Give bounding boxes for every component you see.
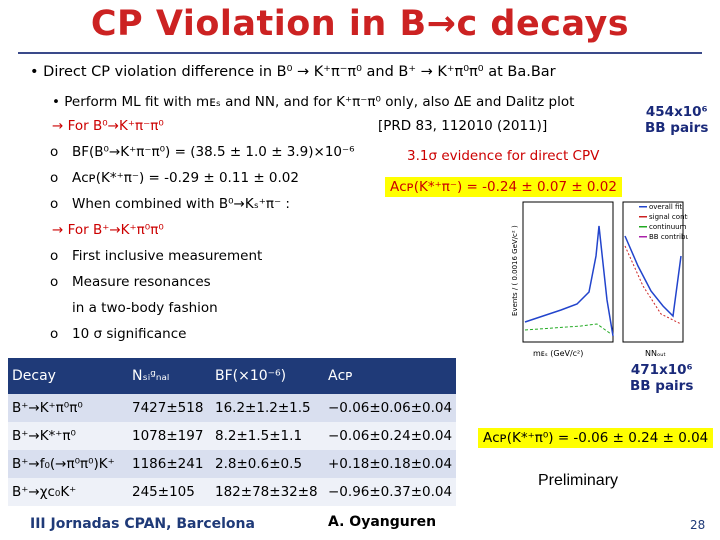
cell-nsignal: 1186±241 <box>128 450 211 478</box>
table-row: B⁺→K*⁺π⁰ 1078±197 8.2±1.5±1.1 −0.06±0.24… <box>8 422 457 450</box>
header-nsignal: Nₛᵢᵍₙₐₗ <box>128 358 211 394</box>
resonances-line: o Measure resonances <box>50 274 211 290</box>
mes-continuum-curve <box>524 323 612 335</box>
bullet-marker: o <box>50 144 59 160</box>
acp-kstar-highlight: Aᴄᴘ(K*⁺π⁰) = -0.06 ± 0.24 ± 0.04 <box>478 428 714 448</box>
method-bullet: • Perform ML fit with mᴇₛ and NN, and fo… <box>52 94 575 110</box>
combined-line: o When combined with B⁰→Kₛ⁺π⁻ : <box>50 196 290 212</box>
footer-venue: III Jornadas CPAN, Barcelona <box>30 516 255 532</box>
cell-decay: B⁺→f₀(→π⁰π⁰)K⁺ <box>8 450 128 478</box>
bplus-heading: → For B⁺→K⁺π⁰π⁰ <box>52 222 164 238</box>
header-decay: Decay <box>8 358 128 394</box>
cpv-evidence: 3.1σ evidence for direct CPV <box>407 148 600 164</box>
bb-pairs-top-count: 454x10⁶ <box>645 104 708 120</box>
bb-pairs-top: 454x10⁶ BB pairs <box>645 104 708 136</box>
footer: III Jornadas CPAN, Barcelona A. Oyangure… <box>0 510 720 540</box>
headline-bullet: • Direct CP violation difference in B⁰ →… <box>30 64 556 80</box>
cell-decay: B⁺→K*⁺π⁰ <box>8 422 128 450</box>
bb-pairs-bottom-count: 471x10⁶ <box>630 362 693 378</box>
plot-legend: overall fit signal contribution continuu… <box>639 203 688 241</box>
slide-title: CP Violation in B→c decays <box>90 4 630 44</box>
header-acp: Aᴄᴘ <box>324 358 457 394</box>
bullet-marker: o <box>50 248 59 264</box>
significance-line: o 10 σ significance <box>50 326 186 342</box>
significance-text: 10 σ significance <box>72 326 187 342</box>
footer-author: A. Oyanguren <box>328 514 437 530</box>
combined-acp-highlight: Aᴄᴘ(K*⁺π⁻) = -0.24 ± 0.07 ± 0.02 <box>385 177 622 197</box>
bullet-marker: o <box>50 326 59 342</box>
resonances-text: Measure resonances <box>72 274 211 290</box>
nn-frame <box>622 201 684 343</box>
cell-nsignal: 245±105 <box>128 478 211 506</box>
page-number: 28 <box>690 518 706 532</box>
cell-bf: 2.8±0.6±0.5 <box>211 450 324 478</box>
title-divider <box>18 52 702 54</box>
cell-nsignal: 1078±197 <box>128 422 211 450</box>
acp-line: o Aᴄᴘ(K*⁺π⁻) = -0.29 ± 0.11 ± 0.02 <box>50 170 299 186</box>
legend-bb: BB contribution <box>649 233 688 241</box>
bb-pairs-bottom-label: BB pairs <box>630 378 694 394</box>
first-measurement-line: o First inclusive measurement <box>50 248 262 264</box>
legend-swatch-continuum <box>639 226 647 228</box>
plot-ylabel: Events / ( 0.0016 GeV/c² ) <box>511 225 519 316</box>
fit-plots: mᴇₛ (GeV/c²) NNₒᵤₜ overall fit signal co… <box>511 201 688 358</box>
preliminary-label: Preliminary <box>538 472 619 489</box>
cell-acp: +0.18±0.18±0.04 <box>324 450 457 478</box>
first-measurement-text: First inclusive measurement <box>72 248 263 264</box>
legend-swatch-signal <box>639 216 647 218</box>
nn-xlabel: NNₒᵤₜ <box>645 349 666 358</box>
cell-bf: 8.2±1.5±1.1 <box>211 422 324 450</box>
table-row: B⁺→f₀(→π⁰π⁰)K⁺ 1186±241 2.8±0.6±0.5 +0.1… <box>8 450 457 478</box>
reference: [PRD 83, 112010 (2011)] <box>378 118 548 134</box>
legend-swatch-bb <box>639 236 647 238</box>
table-row: B⁺→K⁺π⁰π⁰ 7427±518 16.2±1.2±1.5 −0.06±0.… <box>8 394 457 422</box>
combined-text: When combined with B⁰→Kₛ⁺π⁻ : <box>72 196 290 212</box>
bullet-marker: o <box>50 274 59 290</box>
mes-frame <box>522 201 614 343</box>
decay-table: Decay Nₛᵢᵍₙₐₗ BF(×10⁻⁶) Aᴄᴘ B⁺→K⁺π⁰π⁰ 74… <box>8 358 457 506</box>
bb-pairs-top-label: BB pairs <box>645 120 709 136</box>
cell-decay: B⁺→K⁺π⁰π⁰ <box>8 394 128 422</box>
cell-acp: −0.06±0.06±0.04 <box>324 394 457 422</box>
bf-line: o BF(B⁰→K⁺π⁻π⁰) = (38.5 ± 1.0 ± 3.9)×10⁻⁶ <box>50 144 355 160</box>
nn-plot: NNₒᵤₜ <box>622 201 684 358</box>
b0-heading: → For B⁰→K⁺π⁻π⁰ <box>52 118 164 134</box>
mes-plot: mᴇₛ (GeV/c²) <box>522 201 614 358</box>
legend-continuum: continuum <box>649 223 687 231</box>
cell-nsignal: 7427±518 <box>128 394 211 422</box>
bullet-marker: o <box>50 196 59 212</box>
legend-signal: signal contribution <box>649 213 688 221</box>
cell-acp: −0.06±0.24±0.04 <box>324 422 457 450</box>
acp-text: Aᴄᴘ(K*⁺π⁻) = -0.29 ± 0.11 ± 0.02 <box>72 170 299 186</box>
cell-decay: B⁺→χc₀K⁺ <box>8 478 128 506</box>
mes-xlabel: mᴇₛ (GeV/c²) <box>533 349 583 358</box>
two-body-text: in a two-body fashion <box>72 300 218 316</box>
bb-pairs-bottom: 471x10⁶ BB pairs <box>630 362 693 394</box>
table-header-row: Decay Nₛᵢᵍₙₐₗ BF(×10⁻⁶) Aᴄᴘ <box>8 358 457 394</box>
cell-acp: −0.96±0.37±0.04 <box>324 478 457 506</box>
cell-bf: 16.2±1.2±1.5 <box>211 394 324 422</box>
mes-fit-curve <box>524 225 614 337</box>
table-row: B⁺→χc₀K⁺ 245±105 182±78±32±8 −0.96±0.37±… <box>8 478 457 506</box>
legend-swatch-fit <box>639 206 647 208</box>
nn-bb-curve <box>624 245 682 325</box>
nn-fit-curve <box>624 235 682 318</box>
header-bf: BF(×10⁻⁶) <box>211 358 324 394</box>
bf-text: BF(B⁰→K⁺π⁻π⁰) = (38.5 ± 1.0 ± 3.9)×10⁻⁶ <box>72 144 355 160</box>
legend-fit: overall fit <box>649 203 682 211</box>
cell-bf: 182±78±32±8 <box>211 478 324 506</box>
bullet-marker: o <box>50 170 59 186</box>
